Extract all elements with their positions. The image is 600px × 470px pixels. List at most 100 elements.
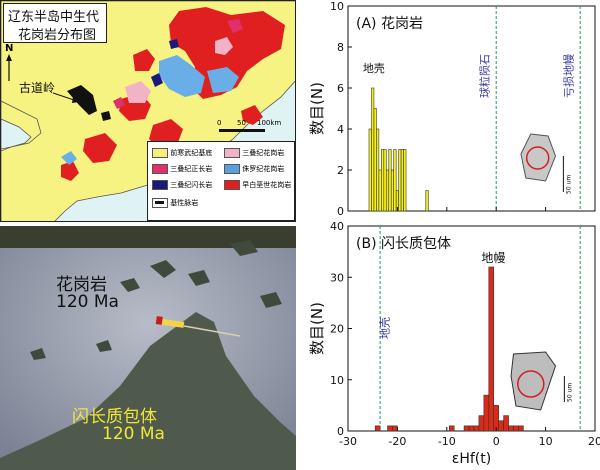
x-axis-label: εHf(t) — [452, 451, 491, 467]
histogram-bar — [403, 149, 407, 212]
x-tick-label: -30 — [339, 435, 357, 448]
photo-top-shadow — [0, 226, 296, 248]
enclave-fragments — [30, 240, 282, 360]
legend-swatch — [152, 198, 168, 208]
histogram-bar — [463, 425, 470, 432]
histogram-bar — [378, 169, 382, 212]
scale-tick-50: 50 — [237, 119, 246, 127]
y-axis-label: 数目(N) — [308, 82, 326, 135]
legend-swatch — [152, 148, 168, 158]
histogram-bar — [513, 425, 519, 432]
mafic-dike-bodies — [67, 85, 111, 121]
x-tick-label: -10 — [438, 435, 456, 448]
legend-swatch — [224, 148, 240, 158]
histogram-bar — [374, 425, 381, 432]
crust-annotation: 地壳 — [363, 61, 385, 75]
y-axis-label: 数目(N) — [308, 302, 326, 355]
histogram-bar — [518, 425, 524, 432]
granite-age-label: 120 Ma — [56, 292, 119, 312]
fault-pointer-icon — [53, 92, 79, 103]
legend-label: 早白垩世花岗岩 — [242, 181, 292, 189]
scale-bar-label: 50 um — [565, 175, 572, 194]
y-tick-label: 30 — [330, 271, 344, 284]
zircon-grain-image — [510, 351, 557, 411]
histogram-bar — [387, 425, 393, 432]
mantle-annotation: 地幔 — [481, 250, 505, 265]
y-tick-label: 0 — [337, 425, 344, 438]
y-tick-label: 4 — [337, 123, 344, 136]
crust-label: 地壳 — [378, 317, 392, 339]
y-tick-label: 8 — [337, 41, 344, 54]
histogram-bar — [425, 190, 429, 212]
histogram-bar — [381, 149, 385, 212]
north-arrow-icon: N — [3, 43, 19, 83]
sea-gulf — [1, 118, 32, 150]
plot-frame-0 — [347, 5, 596, 212]
north-label: N — [5, 43, 14, 54]
depleted-mantle-label: 亏损地幔 — [561, 54, 575, 98]
histogram-bar — [383, 149, 387, 212]
histogram-bar — [478, 415, 485, 432]
histogram-bar — [473, 425, 480, 432]
histogram-bar — [371, 87, 375, 212]
y-tick-label: 20 — [330, 323, 344, 336]
x-tick-label: 10 — [539, 435, 553, 448]
histogram-bar — [503, 415, 509, 432]
histogram-bar — [376, 128, 380, 212]
analysis-spot-circle — [517, 370, 545, 398]
analysis-spot-circle — [525, 146, 550, 170]
histogram-bar — [398, 149, 402, 212]
histogram-bar — [368, 128, 372, 212]
geologic-map: 辽东半岛中生代 花岗岩分布图 N 古道岭 0 50 100km 前寒武纪基底 三… — [0, 0, 296, 222]
y-tick-label: 0 — [337, 205, 344, 218]
legend-item-mafic-dike: 基性脉岩 — [152, 198, 198, 208]
histogram-bar — [488, 266, 495, 432]
enclave-age-label: 120 Ma — [102, 424, 165, 444]
legend-item-jurassic-granite: 侏罗纪花岗岩 — [224, 164, 284, 174]
legend-label: 基性脉岩 — [170, 199, 199, 207]
legend-item-triassic-granite: 三叠纪花岗岩 — [224, 148, 284, 158]
panel-title: (B) 闪长质包体 — [356, 236, 451, 252]
scale-tick-0: 0 — [217, 119, 222, 127]
legend-item-triassic-diorite: 三叠纪闪长岩 — [152, 180, 212, 190]
histogram-bar — [373, 108, 377, 212]
histogram-bar — [393, 149, 397, 212]
y-tick-label: 10 — [330, 0, 344, 13]
triassic-granite-bodies — [125, 37, 233, 103]
legend-label: 三叠纪闪长岩 — [170, 181, 213, 189]
panel-title: (A) 花岗岩 — [356, 16, 423, 32]
histogram-bar — [388, 149, 392, 212]
x-tick-label: 0 — [493, 435, 500, 448]
legend-label: 前寒武纪基底 — [170, 149, 213, 157]
enclave-body — [0, 312, 296, 470]
legend-swatch — [224, 164, 240, 174]
x-tick-label: -20 — [388, 435, 406, 448]
hf-isotope-histograms: 0 2 4 6 8 10 数目(N) (A) 花岗岩 0 10 20 30 40 数目(N) (B) 闪长质… — [308, 0, 600, 467]
hammer-icon — [155, 316, 241, 337]
legend-swatch — [152, 164, 168, 174]
triassic-diorite-bodies — [151, 39, 179, 87]
map-canvas — [1, 1, 295, 221]
x-tick-label: 20 — [588, 435, 600, 448]
photo-canvas — [0, 226, 296, 470]
legend-label: 侏罗纪花岗岩 — [242, 165, 285, 173]
y-tick-label: 10 — [330, 374, 344, 387]
legend-item-cretaceous-granite: 早白垩世花岗岩 — [224, 180, 291, 190]
map-title-box: 辽东半岛中生代 花岗岩分布图 — [3, 3, 107, 43]
y-tick-label: 2 — [337, 164, 344, 177]
chondrite-label: 球粒陨石 — [477, 54, 491, 98]
granite-name-label: 花岗岩 — [56, 275, 107, 295]
jurassic-granite-bodies — [61, 55, 239, 165]
histogram-bar — [498, 420, 504, 432]
y-tick-label: 6 — [337, 82, 344, 95]
triassic-syenite-bodies — [113, 19, 243, 109]
histogram-bar — [508, 425, 514, 432]
fault-label: 古道岭 — [19, 81, 56, 95]
legend-item-triassic-syenite: 三叠纪正长岩 — [152, 164, 212, 174]
scale-tick-100: 100km — [257, 119, 282, 127]
histogram-bar — [448, 425, 455, 432]
legend-item-precambrian: 前寒武纪基底 — [152, 148, 212, 158]
histogram-bar — [468, 425, 475, 432]
zircon-grain-image — [520, 133, 557, 182]
map-title-line2: 花岗岩分布图 — [18, 28, 97, 43]
